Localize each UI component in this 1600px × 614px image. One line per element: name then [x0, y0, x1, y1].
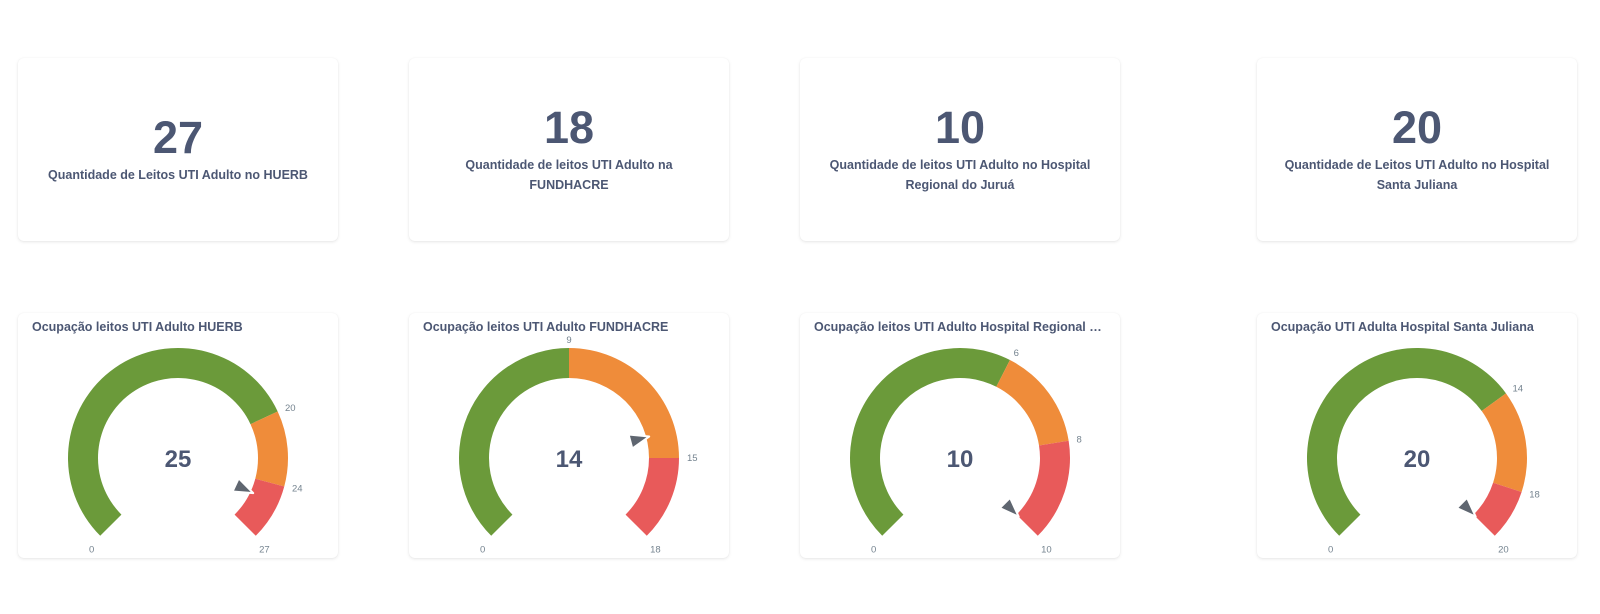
gauge-card-huerb[interactable]: Ocupação leitos UTI Adulto HUERB 0 20 24 27…	[18, 313, 338, 558]
gauge-tick-label: 6	[1014, 348, 1019, 359]
gauge-segment-orange	[250, 411, 288, 487]
scalar-label: Quantidade de leitos UTI Adulto no Hospi…	[829, 157, 1091, 192]
gauge-segment-green	[459, 348, 569, 536]
scalar-value: 27	[152, 111, 204, 163]
gauge-chart: 0 20 24 27 25	[68, 348, 303, 555]
scalar-label: Quantidade de Leitos UTI Adulto no Hospi…	[1284, 157, 1550, 192]
gauge-segment-red	[234, 478, 285, 536]
gauge-segment-green	[850, 348, 1010, 536]
gauge-tick-label: 9	[566, 335, 571, 346]
gauge-segment-green	[68, 348, 278, 536]
gauge-tick-label: 27	[259, 544, 270, 555]
gauge-value: 10	[947, 446, 974, 473]
gauge-tick-label: 15	[687, 453, 698, 464]
gauge-segment-orange	[996, 359, 1069, 446]
gauge-pointer	[231, 477, 255, 495]
gauge-pointer	[1455, 496, 1477, 518]
gauge-card-santa-juliana[interactable]: Ocupação UTI Adulta Hospital Santa Julia…	[1257, 313, 1577, 558]
scalar-label: Quantidade de leitos UTI Adulto na FUNDH…	[465, 157, 673, 192]
gauge-tick-label: 14	[1512, 384, 1523, 395]
gauge-tick-label: 0	[89, 544, 94, 555]
gauge-tick-label: 24	[292, 484, 303, 495]
gauge-segment-orange	[569, 348, 679, 458]
gauge-tick-label: 8	[1077, 435, 1082, 446]
gauge-pointer	[627, 433, 651, 450]
gauge-chart: 0 14 18 20 20	[1307, 347, 1540, 555]
gauge-segment-red	[1473, 482, 1522, 536]
scalar-card-jurua[interactable]: 10 Quantidade de leitos UTI Adulto no Ho…	[800, 58, 1120, 241]
scalar-value: 20	[1391, 101, 1443, 153]
gauge-tick-label: 0	[871, 544, 876, 555]
gauge-value: 25	[165, 446, 192, 473]
gauge-chart: 0 9 15 18 14	[459, 335, 698, 555]
gauge-segment-orange	[1481, 393, 1527, 492]
gauge-tick-label: 18	[1529, 489, 1540, 500]
gauge-segment-red	[625, 458, 679, 536]
gauge-card-jurua[interactable]: Ocupação leitos UTI Adulto Hospital Regi…	[800, 313, 1120, 558]
gauge-tick-label: 10	[1041, 544, 1052, 555]
scalar-value: 10	[934, 101, 986, 153]
gauge-pointer	[998, 496, 1020, 518]
gauge-tick-label: 0	[480, 544, 485, 555]
gauge-chart: 0 6 8 10 10	[850, 348, 1082, 555]
gauge-tick-label: 18	[650, 544, 661, 555]
scalar-card-fundhacre[interactable]: 18 Quantidade de leitos UTI Adulto na FU…	[409, 58, 729, 241]
gauge-value: 14	[556, 446, 583, 473]
scalar-value: 18	[543, 101, 595, 153]
scalar-label: Quantidade de Leitos UTI Adulto no HUERB	[48, 167, 308, 182]
gauge-tick-label: 0	[1328, 544, 1333, 555]
gauge-value: 20	[1404, 446, 1431, 473]
gauge-segment-red	[1016, 440, 1070, 536]
scalar-card-huerb[interactable]: 27 Quantidade de Leitos UTI Adulto no HU…	[18, 58, 338, 241]
gauge-tick-label: 20	[285, 403, 296, 414]
scalar-card-santa-juliana[interactable]: 20 Quantidade de Leitos UTI Adulto no Ho…	[1257, 58, 1577, 241]
gauge-tick-label: 20	[1498, 544, 1509, 555]
gauge-segment-green	[1307, 347, 1506, 536]
